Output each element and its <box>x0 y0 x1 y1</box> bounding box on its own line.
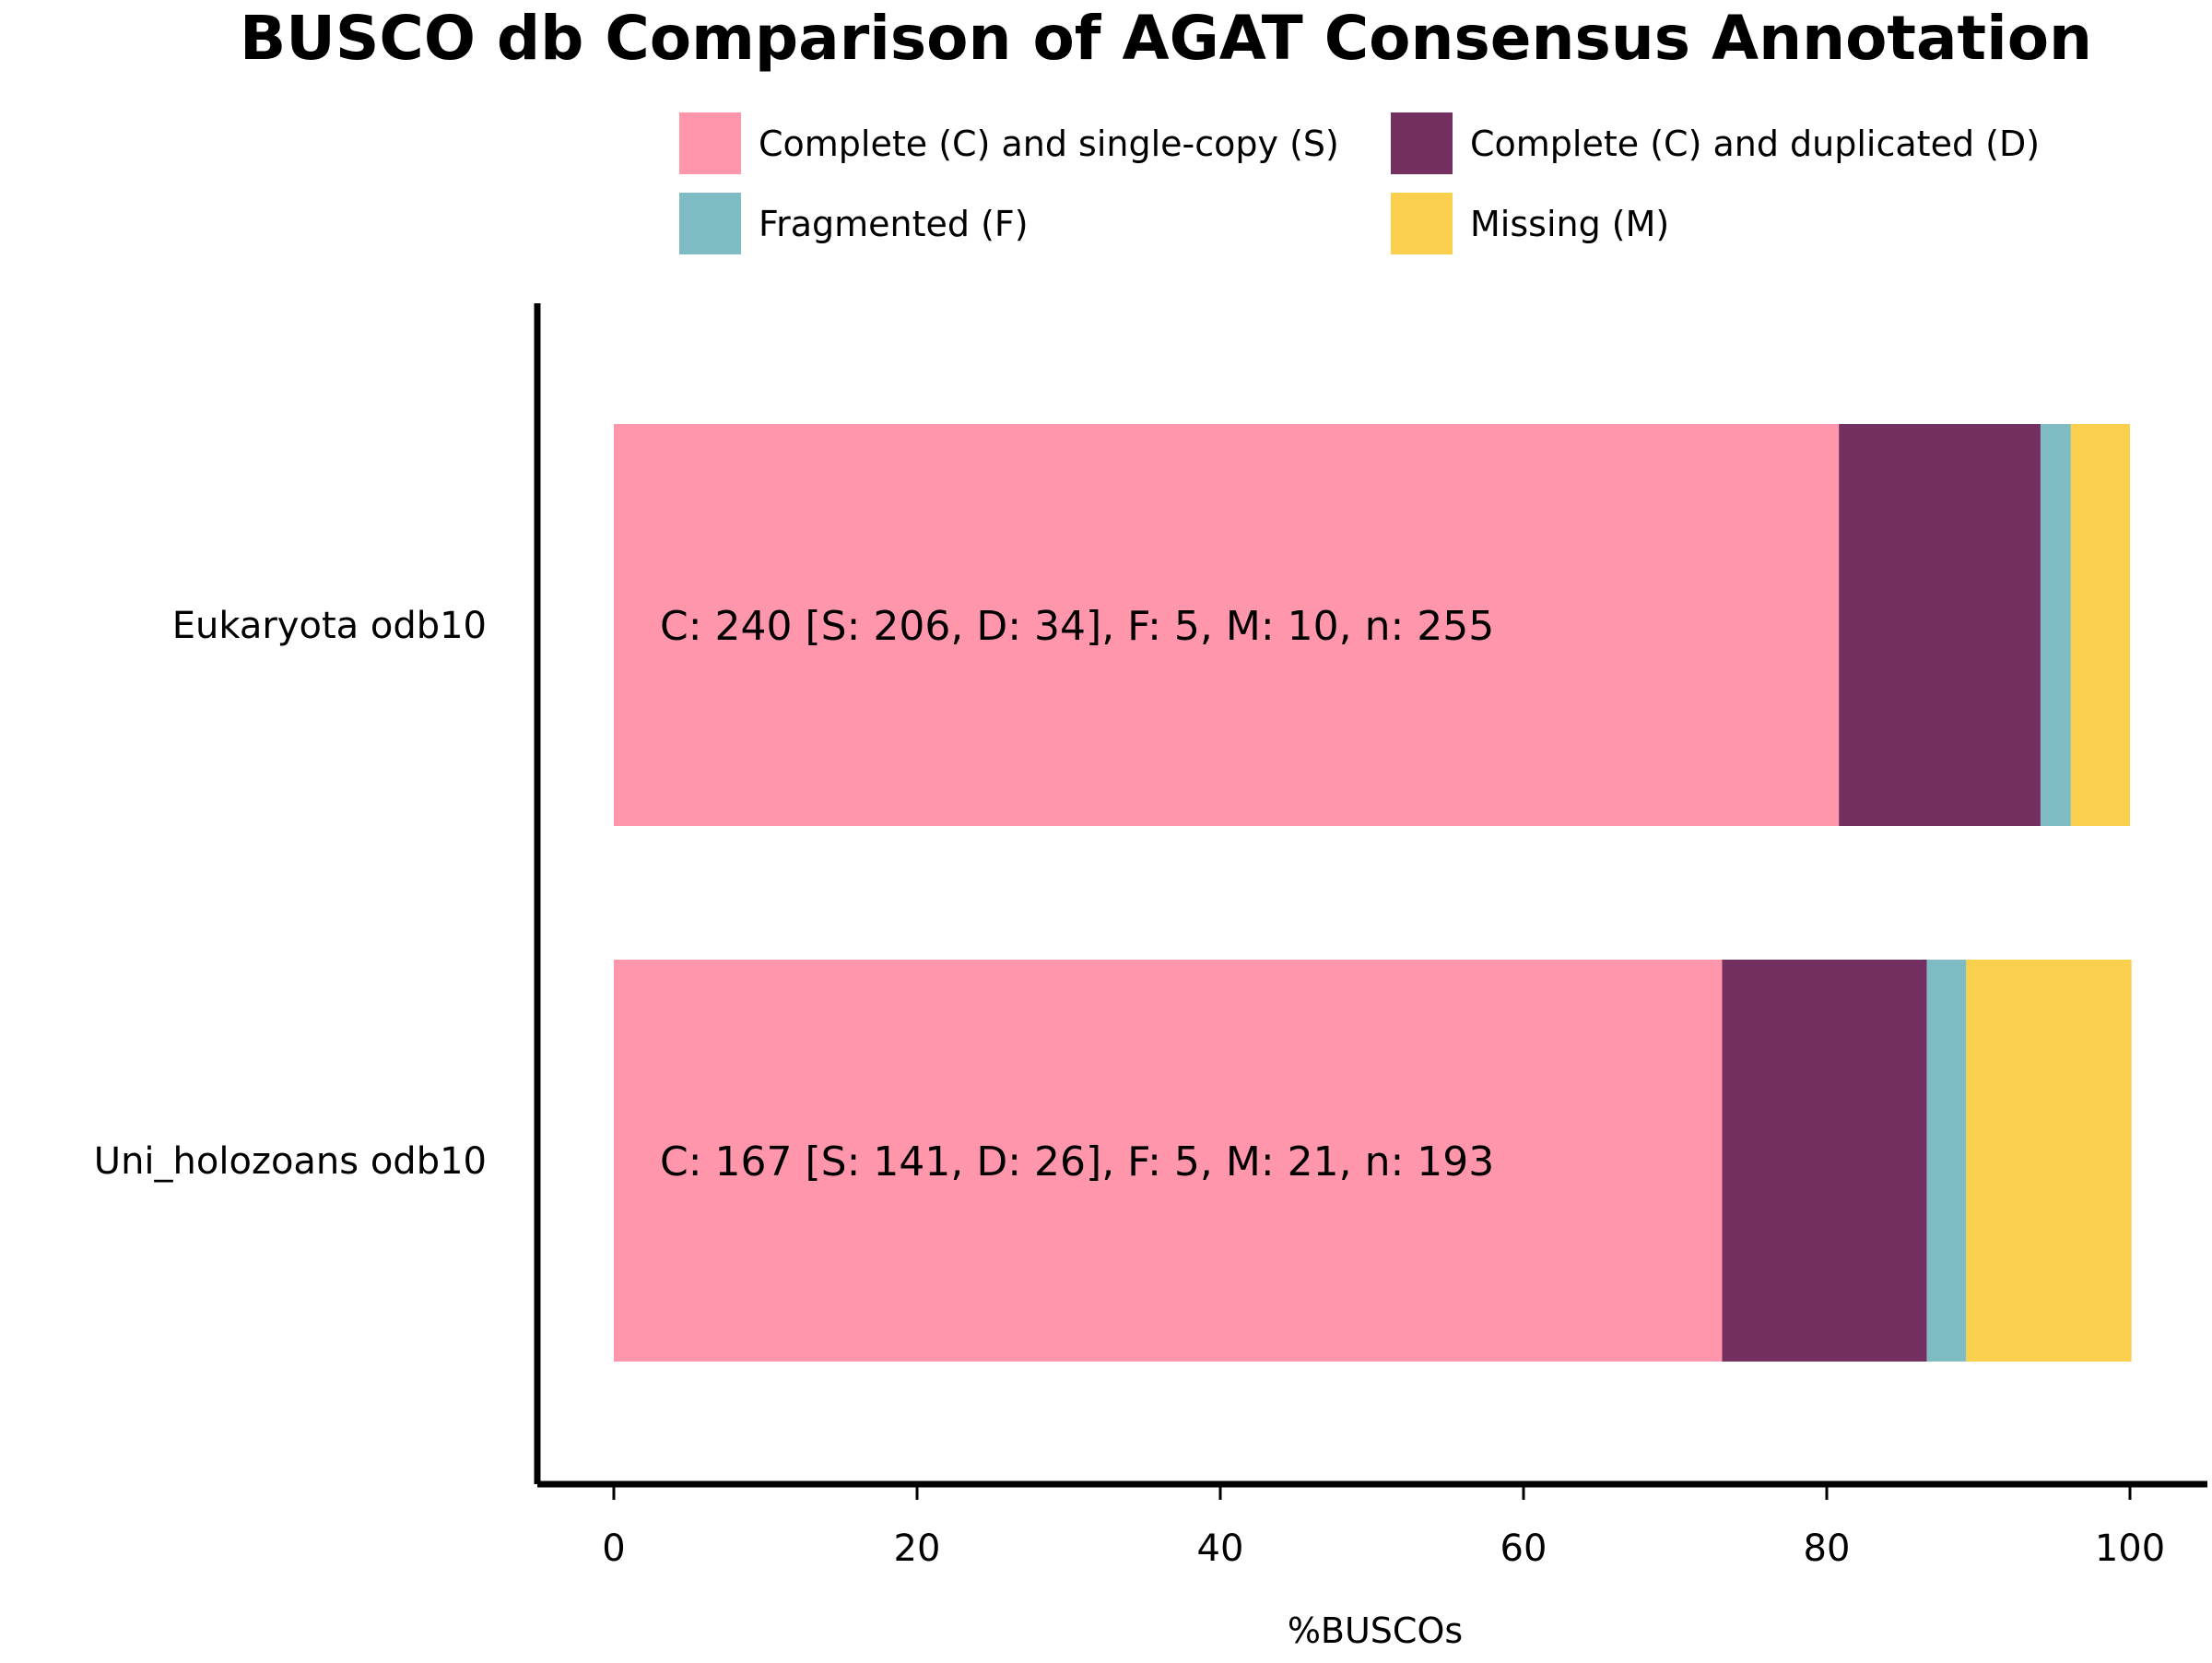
legend-label: Complete (C) and single-copy (S) <box>759 124 1339 164</box>
bar-segment-eukaryota-odb10-complete-c-and-single-copy-s <box>614 424 1840 826</box>
bar-data-label: C: 240 [S: 206, D: 34], F: 5, M: 10, n: … <box>660 603 1494 650</box>
legend-label: Complete (C) and duplicated (D) <box>1470 124 2040 164</box>
bar-segment-uni-holozoans-odb10-complete-c-and-single-copy-s <box>614 960 1723 1362</box>
chart-title: BUSCO db Comparison of AGAT Consensus An… <box>240 3 2092 74</box>
x-tick-label: 0 <box>602 1527 625 1570</box>
category-label: Uni_holozoans odb10 <box>94 1140 487 1183</box>
bar-segment-eukaryota-odb10-fragmented-f <box>2040 424 2071 826</box>
category-label: Eukaryota odb10 <box>172 605 487 647</box>
legend-swatch <box>1391 193 1453 254</box>
bar-data-label: C: 167 [S: 141, D: 26], F: 5, M: 21, n: … <box>660 1138 1494 1185</box>
legend: Complete (C) and single-copy (S) Complete… <box>679 112 2040 254</box>
legend-label: Fragmented (F) <box>759 204 1029 244</box>
bars: C: 240 [S: 206, D: 34], F: 5, M: 10, n: … <box>94 424 2132 1362</box>
x-tick-label: 40 <box>1197 1527 1244 1570</box>
bar-segment-eukaryota-odb10-missing-m <box>2070 424 2130 826</box>
legend-item-missing-m: Missing (M) <box>1391 193 1669 254</box>
bar-segment-uni-holozoans-odb10-complete-c-and-duplicated-d <box>1722 960 1927 1362</box>
legend-item-fragmented-f: Fragmented (F) <box>679 193 1029 254</box>
legend-item-complete-c-and-duplicated-d: Complete (C) and duplicated (D) <box>1391 112 2040 174</box>
axes: 0 20 40 60 80 100 <box>534 303 2207 1570</box>
legend-swatch <box>1391 112 1453 174</box>
legend-swatch <box>679 112 741 174</box>
x-tick-label: 60 <box>1500 1527 1547 1570</box>
legend-swatch <box>679 193 741 254</box>
x-tick-label: 100 <box>2095 1527 2165 1570</box>
legend-label: Missing (M) <box>1470 204 1669 244</box>
x-tick-label: 80 <box>1804 1527 1851 1570</box>
bar-segment-uni-holozoans-odb10-missing-m <box>1966 960 2132 1362</box>
x-tick-label: 20 <box>894 1527 941 1570</box>
legend-item-complete-c-and-single-copy-s: Complete (C) and single-copy (S) <box>679 112 1339 174</box>
bar-segment-eukaryota-odb10-complete-c-and-duplicated-d <box>1839 424 2041 826</box>
x-axis-label: %BUSCOs <box>1288 1610 1463 1651</box>
bar-segment-uni-holozoans-odb10-fragmented-f <box>1926 960 1967 1362</box>
